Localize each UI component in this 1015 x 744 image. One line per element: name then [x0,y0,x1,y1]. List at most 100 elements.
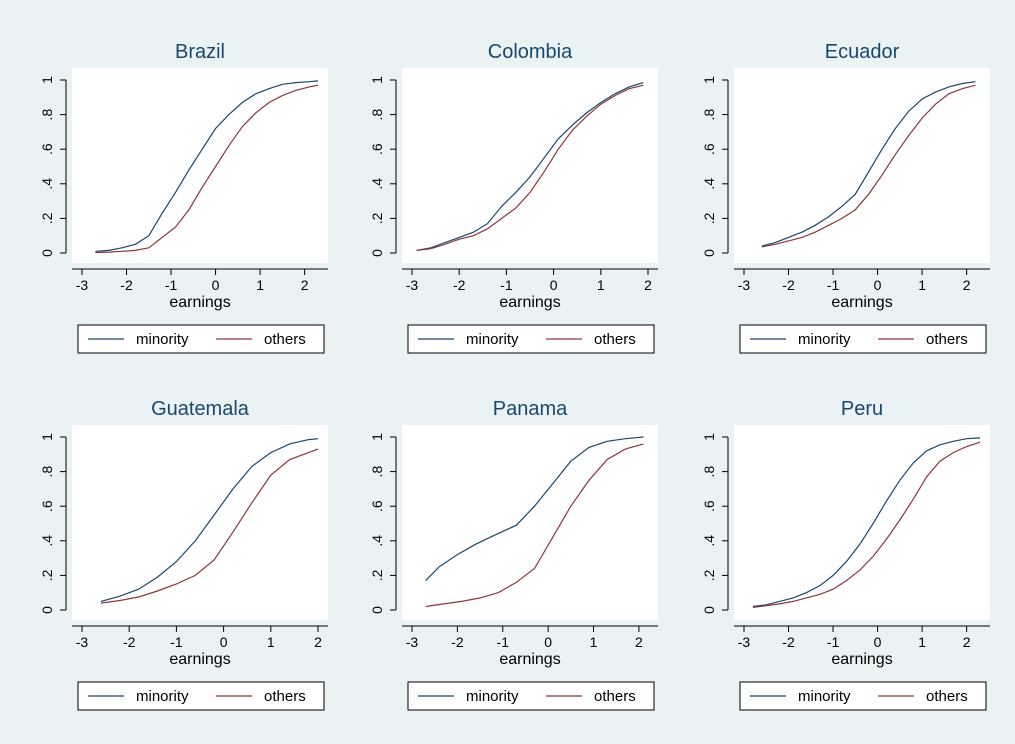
y-tick-label: .2 [39,569,55,581]
y-tick-label: 1 [701,76,717,84]
legend-label-others: others [594,688,636,705]
x-tick-label: -3 [76,634,89,650]
y-tick-label: .4 [369,178,385,190]
series-line-minority [425,436,644,582]
plot-area [734,425,990,620]
x-tick-label: -1 [165,277,178,293]
y-tick-label: 0 [39,249,55,257]
y-tick-label: .8 [369,109,385,121]
x-tick-label: 2 [301,277,309,293]
x-axis-label: earnings [831,294,892,311]
x-tick-label: -2 [123,634,136,650]
series-line-minority [100,438,319,602]
x-tick-label: -3 [738,277,751,293]
y-tick-label: .8 [701,466,717,478]
x-axis-label: earnings [169,651,230,668]
y-tick-label: 0 [39,606,55,614]
legend-label-minority: minority [466,688,519,705]
plot-area [402,425,658,620]
plot-area [734,68,990,263]
subplot-peru: Peru 0 .2 .4 .6 .8 1 -3 -2 -1 0 1 2 earnings minority o… [701,398,990,711]
x-tick-label: 2 [963,634,971,650]
legend-label-others: others [926,331,968,348]
legend-label-minority: minority [798,331,851,348]
y-tick-label: .8 [39,466,55,478]
x-axis-label: earnings [499,294,560,311]
x-tick-label: 0 [550,277,558,293]
series-line-others [416,84,644,251]
subplot-title: Guatemala [151,398,250,420]
subplot-title: Peru [841,398,883,420]
series-line-others [752,441,981,608]
subplot-title: Colombia [488,41,573,63]
y-tick-label: .2 [39,212,55,224]
x-tick-label: 1 [590,634,598,650]
series-line-others [425,443,644,608]
y-tick-label: .4 [369,535,385,547]
x-tick-label: -3 [76,277,89,293]
x-tick-label: 2 [644,277,652,293]
x-tick-label: 2 [963,277,971,293]
y-tick-label: .6 [701,500,717,512]
legend-label-minority: minority [798,688,851,705]
x-tick-label: 0 [220,634,228,650]
y-tick-label: .2 [701,212,717,224]
x-tick-label: -1 [500,277,513,293]
x-tick-label: -1 [170,634,183,650]
subplot-title: Panama [493,398,568,420]
y-tick-label: 1 [39,76,55,84]
y-tick-label: 0 [701,606,717,614]
y-tick-label: .6 [701,143,717,155]
x-tick-label: -2 [782,277,795,293]
x-tick-label: 1 [918,634,926,650]
y-tick-label: .8 [369,466,385,478]
x-tick-label: 0 [212,277,220,293]
subplot-title: Ecuador [825,41,900,63]
y-tick-label: 0 [369,249,385,257]
x-tick-label: 1 [267,634,275,650]
x-tick-label: 1 [918,277,926,293]
x-tick-label: -2 [782,634,795,650]
series-line-others [95,84,319,254]
series-line-others [761,84,976,248]
y-tick-label: .4 [701,178,717,190]
x-tick-label: 0 [874,277,882,293]
y-tick-label: 0 [701,249,717,257]
y-tick-label: .6 [369,500,385,512]
y-tick-label: .4 [39,178,55,190]
x-tick-label: -3 [406,277,419,293]
x-axis-label: earnings [831,651,892,668]
x-tick-label: 1 [597,277,605,293]
x-tick-label: 0 [544,634,552,650]
y-tick-label: 1 [39,433,55,441]
x-tick-label: -3 [738,634,751,650]
x-tick-label: -1 [827,277,840,293]
y-tick-label: .6 [369,143,385,155]
series-line-minority [416,82,644,251]
x-tick-label: 0 [874,634,882,650]
subplot-guatemala: Guatemala 0 .2 .4 .6 .8 1 -3 -2 -1 0 1 2 earnings mino… [39,398,328,711]
x-axis-label: earnings [169,294,230,311]
subplot-panama: Panama 0 .2 .4 .6 .8 1 -3 -2 -1 0 1 2 earnings minorit… [369,398,658,711]
x-tick-label: -2 [120,277,133,293]
legend-label-minority: minority [136,688,189,705]
x-tick-label: -1 [497,634,510,650]
y-tick-label: .8 [39,109,55,121]
legend-box [407,681,655,711]
x-tick-label: -2 [453,277,466,293]
legend-label-others: others [264,688,306,705]
subplot-brazil: Brazil 0 .2 .4 .6 .8 1 -3 -2 -1 0 1 2 earnings minorit… [39,41,328,354]
x-tick-label: 1 [256,277,264,293]
plot-area [72,68,328,263]
series-line-minority [752,437,981,608]
y-tick-label: 1 [369,76,385,84]
y-tick-label: 1 [701,433,717,441]
legend-label-minority: minority [136,331,189,348]
y-tick-label: .6 [39,500,55,512]
legend-label-others: others [264,331,306,348]
plot-area [72,425,328,620]
legend-label-others: others [926,688,968,705]
series-line-minority [761,81,976,247]
x-tick-label: -2 [451,634,464,650]
